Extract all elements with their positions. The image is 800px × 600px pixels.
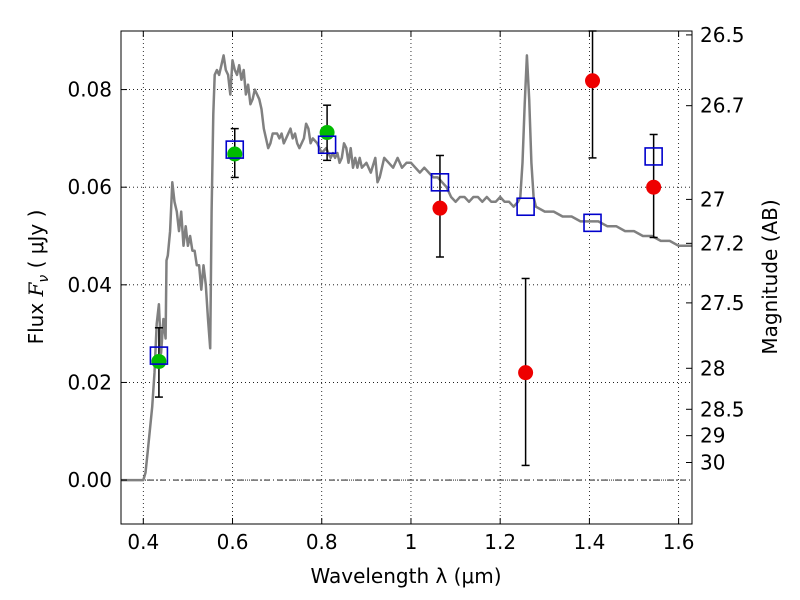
y-tick-label: 0.00 (67, 468, 112, 492)
y-tick-label: 0.08 (67, 78, 112, 102)
data-markers (149, 73, 663, 381)
y-axis-label-left: Flux Fν ( μJy ) (24, 210, 52, 345)
axis-ticks: 0.4 0.6 0.8 1 1.2 1.4 1.6 0.00 0.02 0.04 0.06 0.08 2… (67, 23, 744, 554)
model-point-square (317, 135, 337, 155)
y-axis-label-subscript: ν (36, 275, 52, 283)
y-tick-label: 0.06 (67, 175, 112, 199)
right-tick-label: 28.5 (700, 397, 745, 421)
data-point-circle (585, 73, 601, 89)
right-tick-label: 26.5 (700, 23, 745, 47)
model-point-square (149, 346, 169, 365)
data-point-circle (227, 146, 243, 162)
y-axis-label-unit: ( μJy ) (24, 210, 48, 275)
model-point-square (225, 140, 245, 159)
right-tick-label: 26.7 (700, 94, 745, 118)
right-tick-label: 27.2 (700, 231, 745, 255)
data-point-circle (432, 200, 448, 216)
data-point-circle (319, 125, 335, 141)
data-point-circle (151, 353, 167, 369)
right-tick-label: 30 (700, 450, 725, 474)
error-bars (154, 30, 658, 467)
right-tick-label: 28 (700, 356, 725, 380)
data-point-circle (646, 179, 662, 195)
model-spectrum (121, 54, 692, 482)
x-tick-label: 1.4 (573, 530, 605, 554)
model-point-square (430, 173, 450, 192)
x-tick-label: 0.8 (306, 530, 338, 554)
y-axis-label-right: Magnitude (AB) (758, 199, 782, 354)
model-point-square (516, 197, 535, 217)
y-tick-label: 0.04 (67, 273, 112, 297)
right-tick-label: 27 (700, 187, 725, 211)
x-axis-label: Wavelength λ (μm) (310, 564, 501, 588)
right-tick-label: 29 (700, 424, 725, 448)
y-tick-label: 0.02 (67, 370, 112, 394)
right-tick-label: 27.5 (700, 291, 745, 315)
x-tick-label: 1.2 (484, 530, 516, 554)
x-tick-label: 0.6 (217, 530, 249, 554)
y-axis-label-symbol: F (24, 281, 48, 297)
x-tick-label: 1.6 (663, 530, 695, 554)
model-point-square (583, 213, 602, 233)
x-tick-label: 1 (405, 530, 418, 554)
grid (121, 31, 692, 524)
model-spectrum-line (121, 54, 692, 482)
model-point-square (644, 147, 663, 166)
data-point-circle (518, 365, 534, 381)
x-tick-label: 0.4 (127, 530, 159, 554)
y-axis-label-text: Flux (24, 296, 48, 344)
plot-frame (120, 30, 693, 525)
